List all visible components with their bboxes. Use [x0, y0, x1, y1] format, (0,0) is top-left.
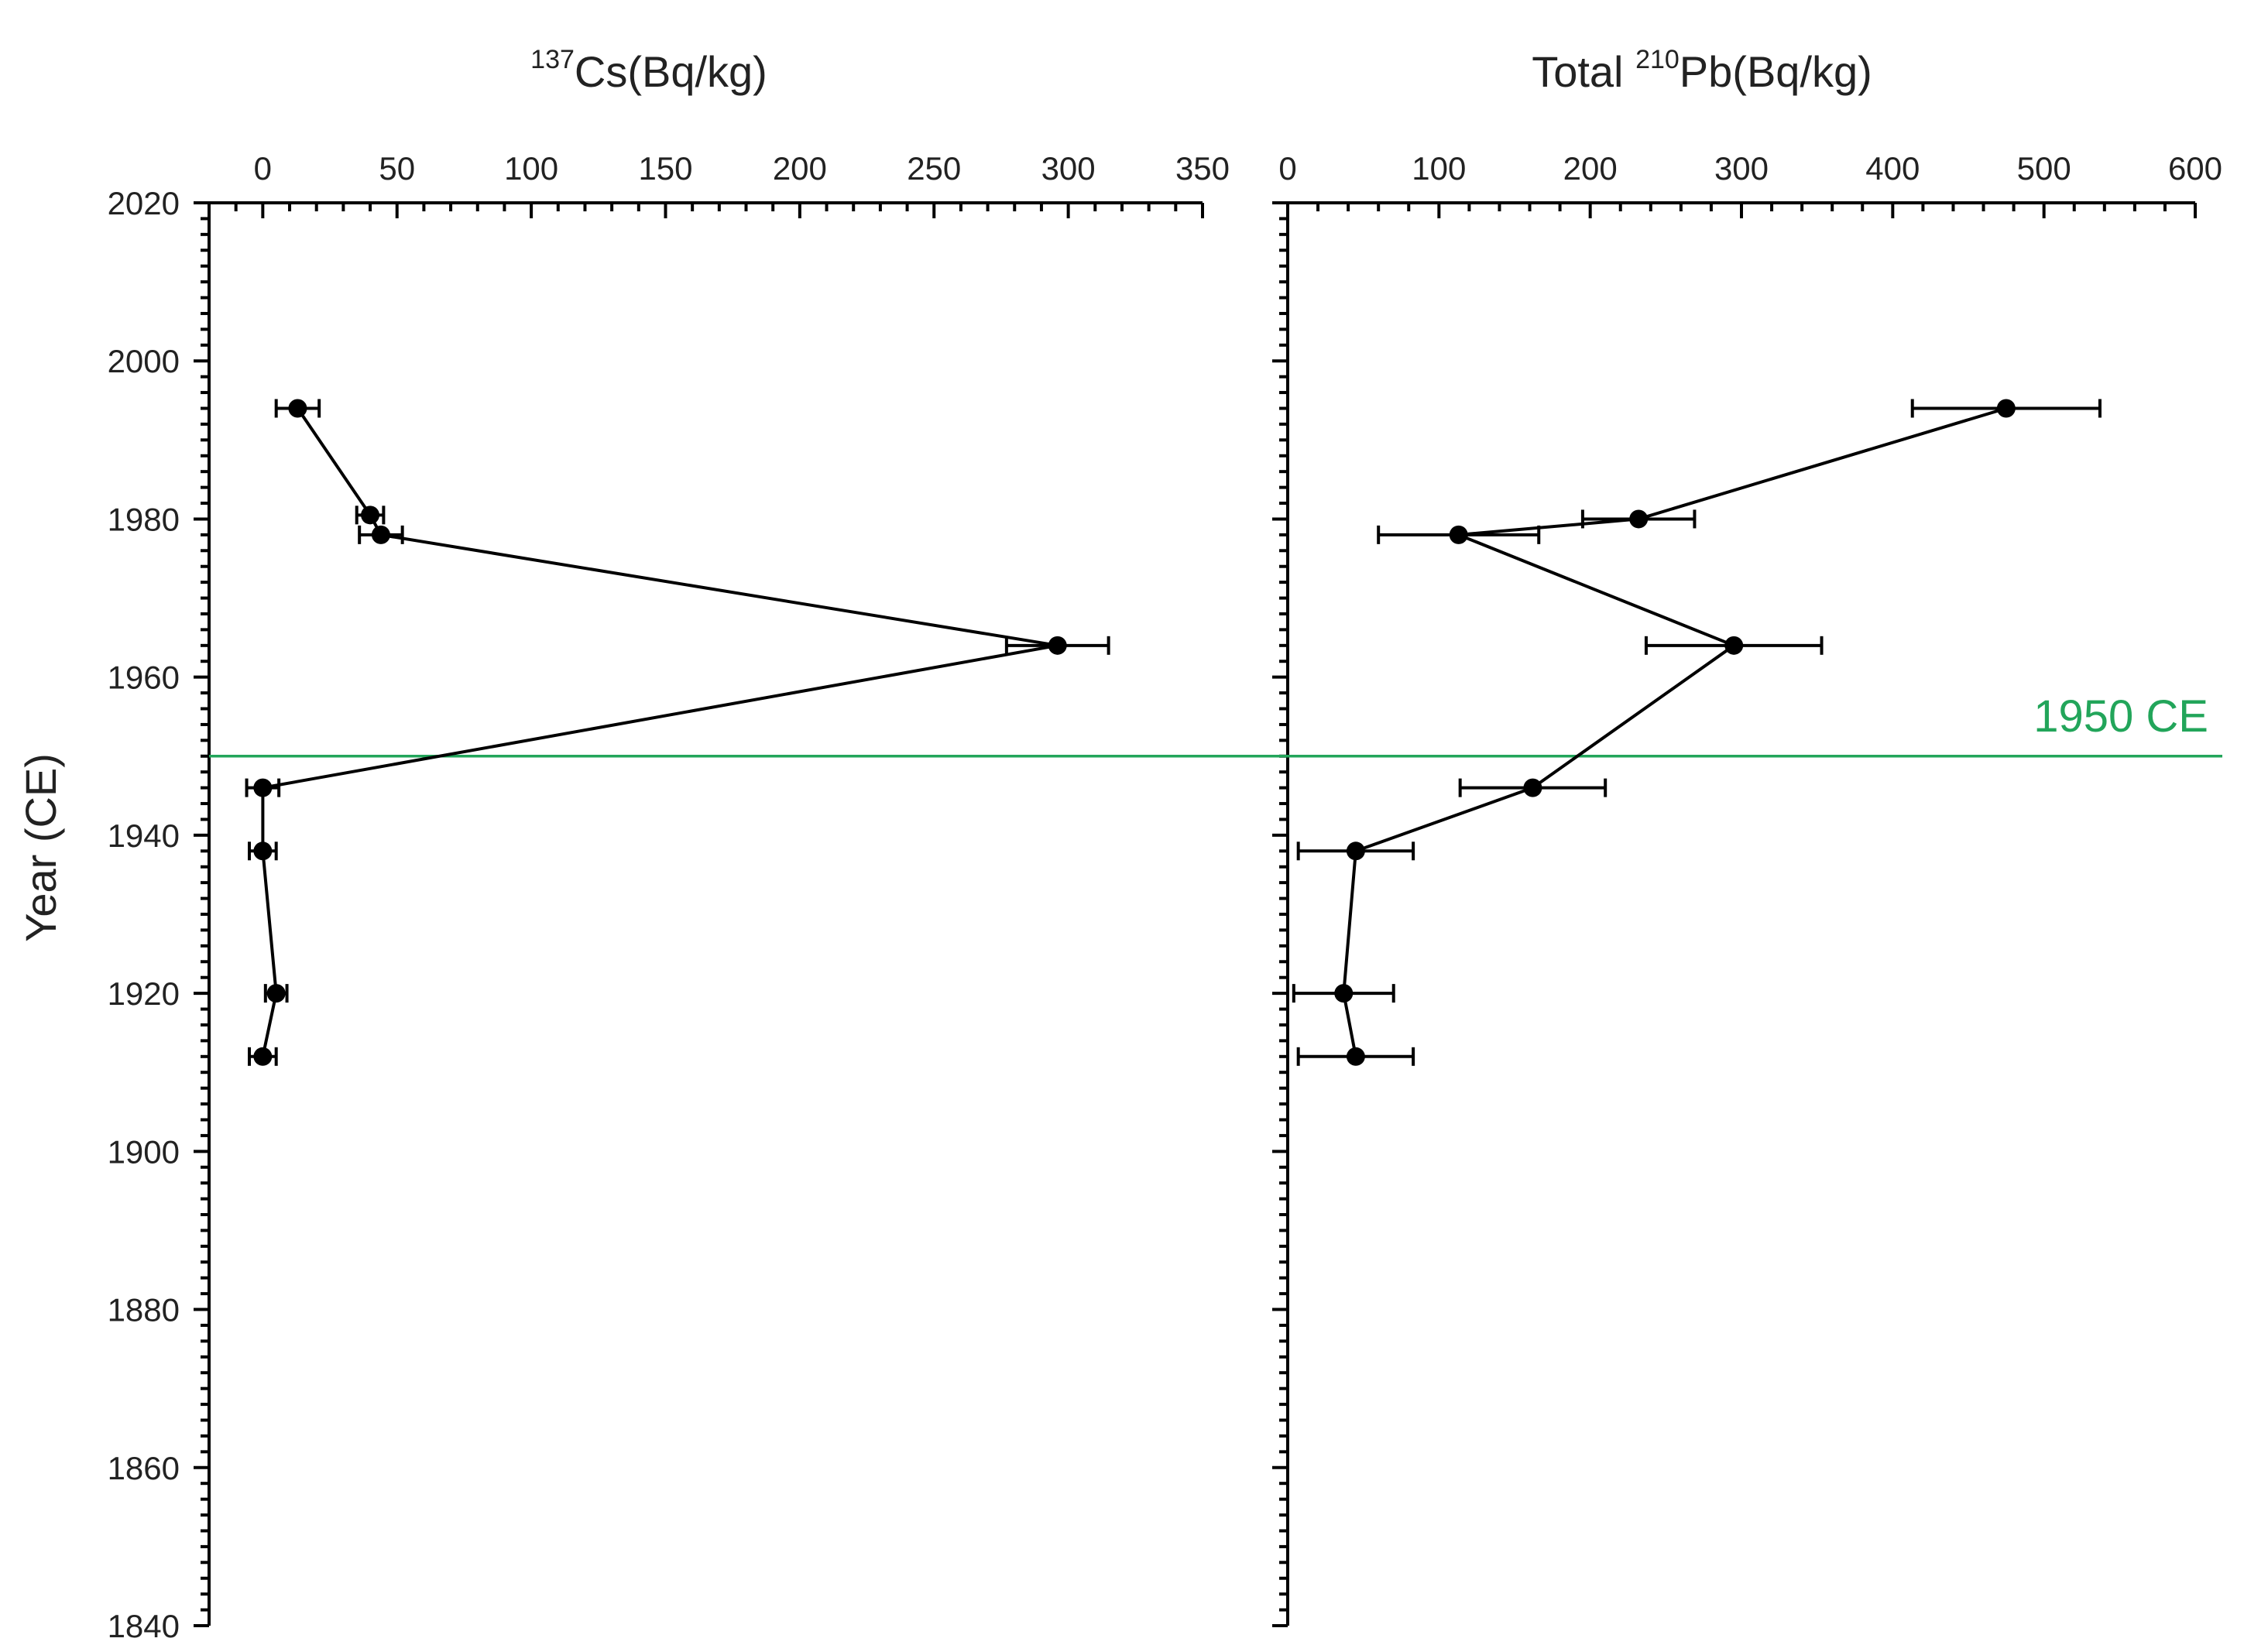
x-tick-label-cs137-100: 100: [504, 150, 558, 187]
x-tick-label-pb210-400: 400: [1865, 150, 1920, 187]
x-tick-label-cs137-300: 300: [1041, 150, 1096, 187]
data-point-cs137-2: [371, 525, 390, 544]
x-tick-label-pb210-500: 500: [2017, 150, 2071, 187]
data-point-pb210-4: [1523, 778, 1542, 797]
data-point-cs137-4: [253, 778, 273, 797]
y-axis-title: Year (CE): [16, 753, 65, 942]
panel-title-isotope-mass: 137: [530, 45, 575, 74]
data-point-cs137-0: [288, 399, 307, 418]
axes-layer: [194, 201, 2197, 1627]
y-tick-label-1880: 1880: [108, 1292, 180, 1328]
x-tick-label-pb210-100: 100: [1412, 150, 1466, 187]
data-point-cs137-3: [1048, 636, 1067, 655]
data-point-cs137-5: [253, 841, 273, 861]
data-point-pb210-0: [1996, 399, 2016, 418]
data-point-cs137-7: [253, 1047, 273, 1066]
panel-title-unit: Pb(Bq/kg): [1680, 47, 1872, 96]
panel-title-pb210: Total 210Pb(Bq/kg): [1532, 45, 1872, 96]
x-tick-label-cs137-150: 150: [638, 150, 692, 187]
data-point-cs137-1: [361, 506, 380, 525]
data-point-cs137-6: [266, 984, 286, 1003]
y-tick-label-1840: 1840: [108, 1608, 180, 1644]
series-line-cs137: [261, 407, 1059, 1057]
panel-title-cs137: 137Cs(Bq/kg): [530, 45, 767, 96]
panel-title-isotope-mass: 210: [1635, 45, 1680, 74]
y-tick-label-1980: 1980: [108, 501, 180, 537]
panel-title-prefix: Total: [1532, 47, 1635, 96]
data-point-pb210-5: [1346, 841, 1365, 861]
x-tick-label-cs137-200: 200: [773, 150, 827, 187]
y-tick-label-1900: 1900: [108, 1133, 180, 1170]
y-tick-label-1920: 1920: [108, 975, 180, 1012]
y-tick-label-1960: 1960: [108, 660, 180, 696]
x-tick-label-cs137-250: 250: [907, 150, 961, 187]
y-tick-label-2000: 2000: [108, 343, 180, 379]
data-point-pb210-7: [1346, 1047, 1365, 1066]
series-line-pb210: [1342, 406, 2007, 1057]
reference-line-label: 1950 CE: [2033, 691, 2208, 742]
text-layer: Year (CE) 1950 CE 1840 1860 1880 1900 1920 19…: [16, 45, 2222, 1644]
data-point-pb210-6: [1334, 984, 1354, 1003]
data-point-pb210-3: [1724, 636, 1744, 655]
y-tick-label-2020: 2020: [108, 185, 180, 221]
y-tick-label-1860: 1860: [108, 1450, 180, 1486]
data-layer: [245, 399, 2102, 1066]
y-tick-label-1940: 1940: [108, 817, 180, 854]
x-tick-label-cs137-0: 0: [254, 150, 272, 187]
panel-title-unit: Cs(Bq/kg): [575, 47, 767, 96]
x-tick-label-cs137-50: 50: [379, 150, 415, 187]
data-point-pb210-2: [1449, 525, 1468, 544]
data-point-pb210-1: [1629, 509, 1649, 529]
x-tick-label-pb210-0: 0: [1278, 150, 1296, 187]
x-tick-label-cs137-350: 350: [1175, 150, 1230, 187]
x-tick-label-pb210-200: 200: [1563, 150, 1618, 187]
x-tick-label-pb210-300: 300: [1714, 150, 1769, 187]
x-tick-label-pb210-600: 600: [2168, 150, 2222, 187]
